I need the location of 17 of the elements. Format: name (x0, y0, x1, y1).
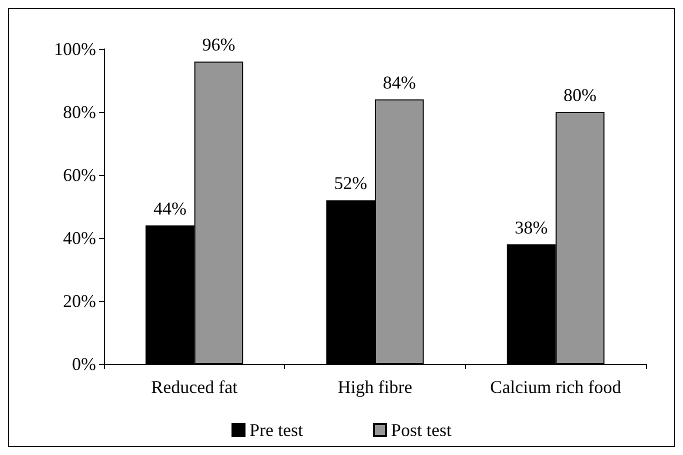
data-label: 84% (382, 72, 416, 92)
data-label: 52% (334, 173, 368, 194)
y-tick-label: 60% (63, 165, 96, 185)
data-label: 44% (153, 198, 186, 218)
legend-label: Post test (390, 420, 452, 440)
y-tick-label: 20% (63, 291, 96, 311)
y-tick-label: 80% (63, 102, 96, 122)
data-label: 38% (514, 217, 548, 238)
x-tick-label: Reduced fat (151, 377, 238, 397)
x-tick-label: High fibre (338, 377, 412, 397)
y-tick-label: 100% (54, 39, 96, 59)
legend-label: Pre test (250, 420, 303, 440)
data-label: 80% (564, 85, 597, 105)
data-label: 96% (202, 34, 236, 55)
x-tick-label: Calcium rich food (490, 377, 622, 397)
y-tick-label: 0% (72, 354, 96, 374)
y-tick-label: 40% (63, 228, 96, 248)
